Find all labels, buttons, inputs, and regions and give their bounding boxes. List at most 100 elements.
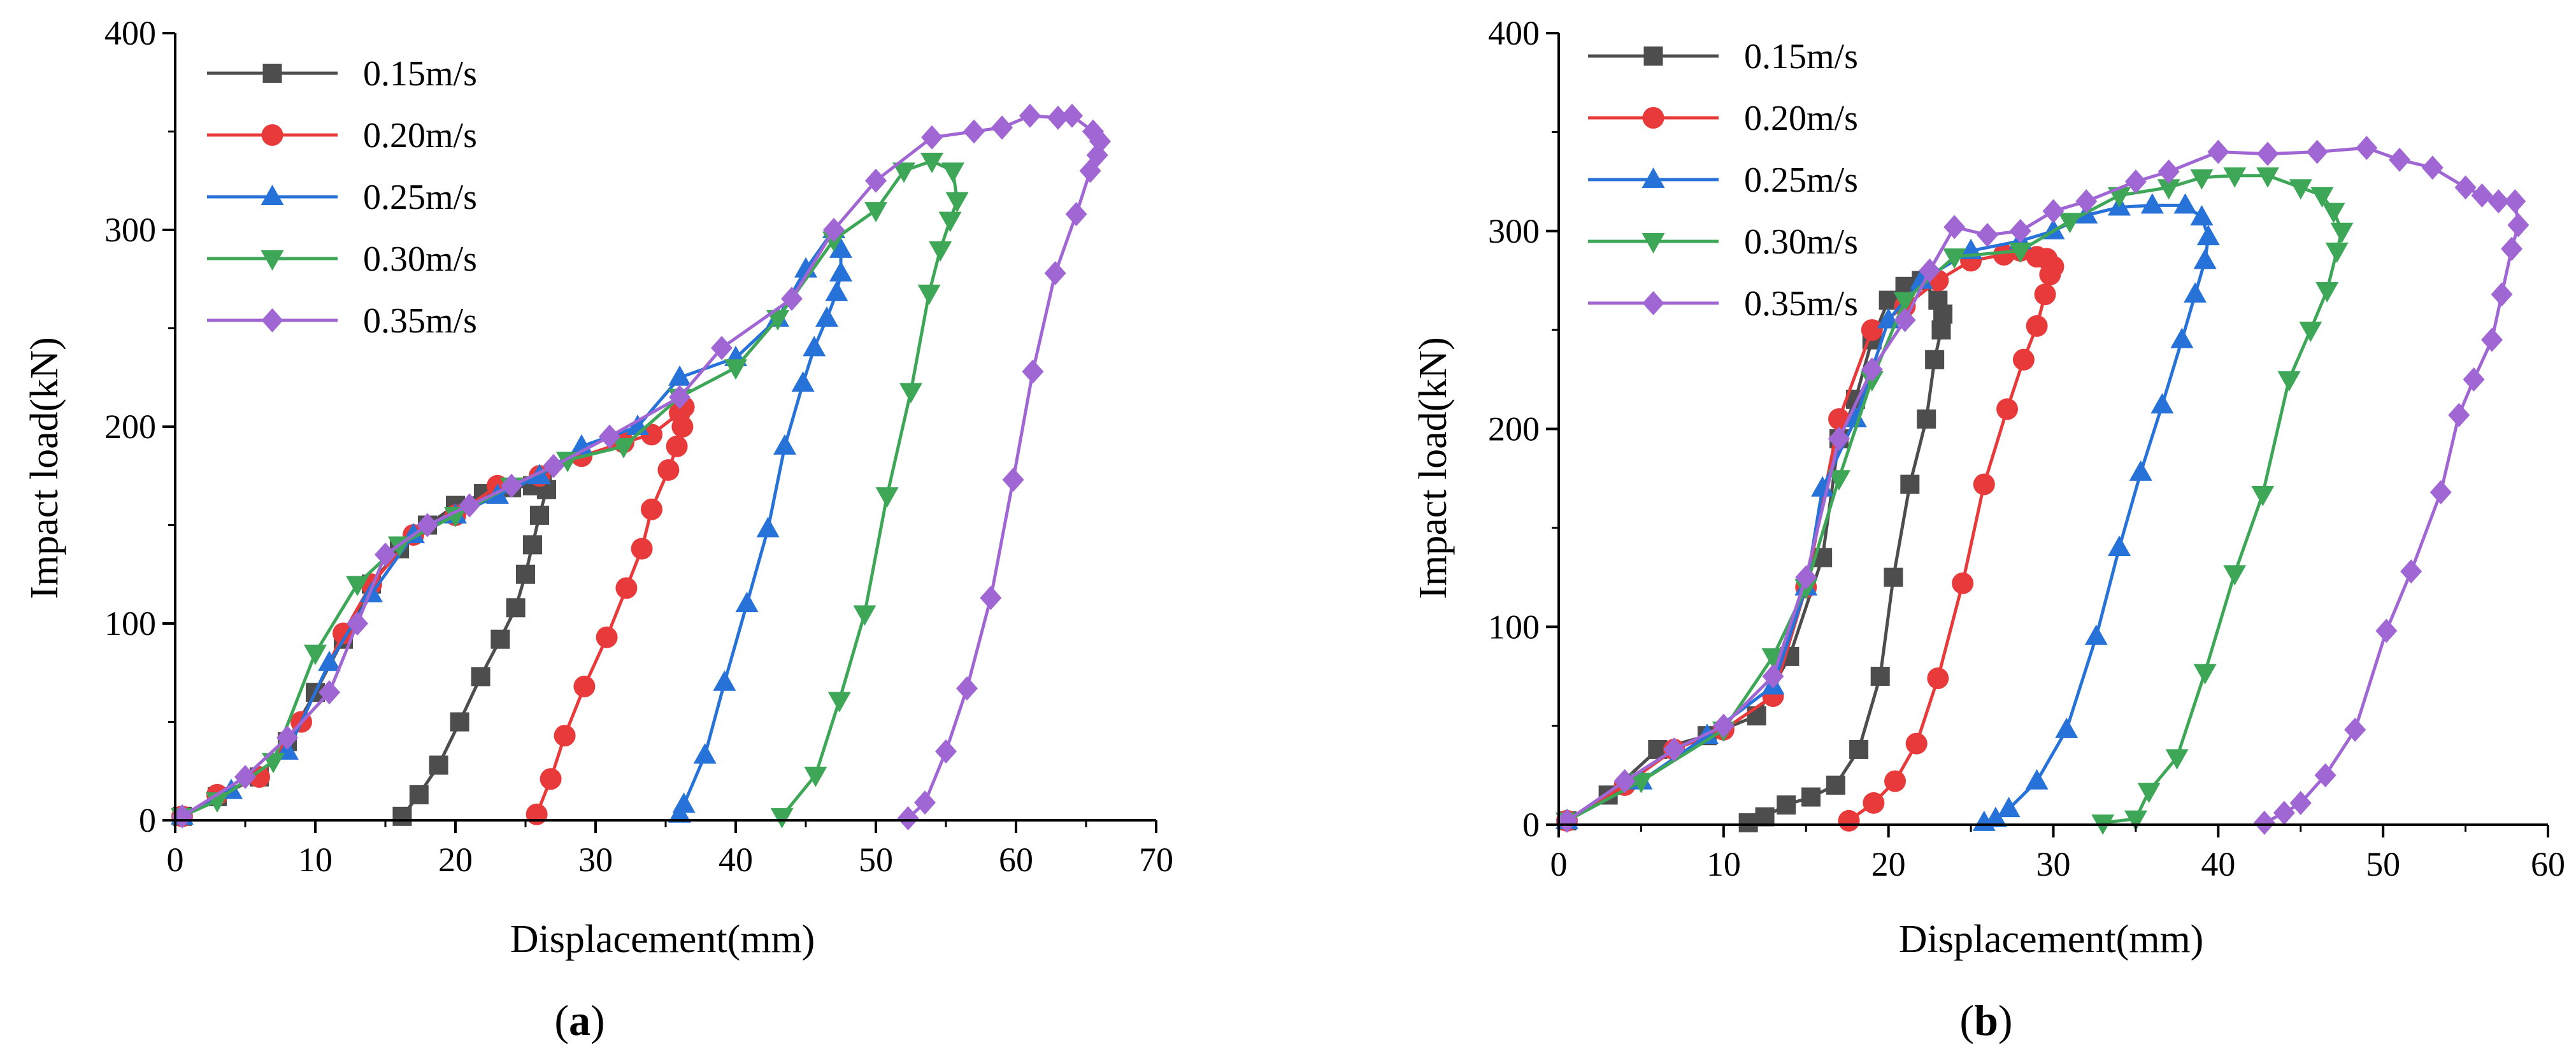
data-point — [2157, 159, 2180, 184]
data-point — [526, 803, 548, 825]
data-point — [2124, 169, 2147, 194]
data-point — [2454, 175, 2477, 200]
data-point — [2463, 367, 2485, 392]
data-point — [2375, 618, 2398, 643]
data-point — [2223, 565, 2247, 586]
data-point — [2124, 810, 2147, 831]
data-point — [2389, 147, 2411, 172]
data-point — [917, 284, 941, 305]
data-point — [781, 287, 803, 311]
x-tick-label-a: 0 — [167, 841, 184, 879]
data-point — [2157, 179, 2180, 200]
legend-label: 0.20m/s — [363, 116, 477, 155]
data-point — [2034, 283, 2056, 306]
legend-marker — [1642, 233, 1665, 253]
data-point — [2314, 763, 2336, 788]
data-point — [875, 487, 899, 508]
y-tick-label-b: 400 — [1488, 14, 1540, 52]
x-tick-label-a: 40 — [719, 841, 753, 879]
data-point — [1976, 222, 1998, 247]
data-point — [956, 676, 978, 701]
y-tick-label-b: 100 — [1488, 608, 1540, 646]
y-tick-label-a: 100 — [104, 604, 156, 643]
data-point — [2507, 213, 2529, 238]
data-point — [991, 115, 1013, 140]
data-point — [392, 806, 412, 826]
series-b-1 — [1556, 239, 2064, 832]
data-point — [540, 768, 562, 790]
data-point — [1870, 666, 1890, 686]
x-tick-label-b: 10 — [1707, 845, 1741, 883]
legend-marker — [262, 64, 282, 83]
data-point — [693, 743, 717, 764]
data-point — [1843, 406, 1867, 427]
data-point — [2256, 141, 2279, 166]
data-point — [756, 516, 780, 538]
data-point — [2277, 371, 2301, 392]
legend-label: 0.30m/s — [1744, 222, 1858, 262]
data-point — [1884, 567, 1903, 587]
x-tick-label-a: 60 — [999, 841, 1033, 879]
y-axis-title-b: Impact load(kN) — [1412, 337, 1455, 599]
data-point — [234, 765, 256, 790]
series-line — [1566, 249, 2055, 822]
legend-marker — [261, 250, 284, 271]
data-point — [2150, 393, 2174, 414]
data-point — [864, 202, 887, 223]
data-point — [1738, 813, 1758, 832]
data-point — [2289, 179, 2312, 200]
data-point — [573, 675, 596, 697]
data-point — [1747, 706, 1766, 726]
series-b-4 — [1556, 136, 2529, 835]
x-tick-label-a: 50 — [859, 841, 893, 879]
panel-label-a: (a) — [554, 996, 605, 1044]
x-tick-label-b: 30 — [2036, 845, 2071, 883]
data-point — [945, 192, 969, 213]
data-point — [1838, 809, 1860, 832]
data-point — [2448, 402, 2470, 427]
data-point — [829, 237, 852, 258]
data-point — [1927, 667, 1949, 690]
data-point — [1828, 470, 1851, 491]
data-point — [2190, 204, 2214, 225]
data-point — [1061, 103, 1083, 128]
data-point — [1079, 159, 1101, 183]
data-point — [914, 790, 936, 815]
data-point — [1900, 474, 1920, 494]
data-point — [450, 712, 469, 732]
data-point — [669, 385, 691, 409]
data-point — [1861, 319, 1883, 341]
data-point — [2137, 783, 2161, 804]
data-point — [506, 598, 526, 618]
data-point — [2173, 193, 2197, 214]
series-line — [181, 405, 686, 818]
data-point — [1996, 398, 2019, 420]
legend-marker — [1642, 107, 1664, 129]
data-point — [304, 645, 327, 666]
data-point — [318, 650, 341, 671]
series-line — [181, 159, 959, 818]
data-point — [668, 802, 691, 823]
data-point — [666, 435, 688, 457]
legend-entry-b-2: 0.25m/s — [1588, 160, 1858, 200]
data-point — [773, 434, 796, 455]
data-point — [1925, 350, 1945, 369]
x-tick-label-b: 0 — [1550, 845, 1568, 883]
data-point — [2039, 264, 2061, 286]
chart-panel-b: 0 10 20 30 40 50 60 0 100 200 300 400 0.15m/s 0.20m/… — [1412, 14, 2565, 1044]
x-tick-label-a: 10 — [298, 841, 333, 879]
data-point — [711, 336, 733, 360]
data-point — [2196, 225, 2220, 246]
data-point — [2084, 624, 2108, 645]
series-line — [1566, 278, 1945, 825]
legend-entry-a-3: 0.30m/s — [207, 239, 477, 279]
legend-label: 0.20m/s — [1744, 99, 1858, 138]
series-line — [181, 480, 548, 818]
legend-entry-a-4: 0.35m/s — [207, 301, 477, 341]
data-point — [1761, 648, 1785, 669]
data-point — [1861, 357, 1883, 382]
data-point — [921, 125, 943, 150]
data-point — [1894, 308, 1916, 332]
data-point — [501, 473, 522, 498]
data-point — [980, 585, 1002, 610]
